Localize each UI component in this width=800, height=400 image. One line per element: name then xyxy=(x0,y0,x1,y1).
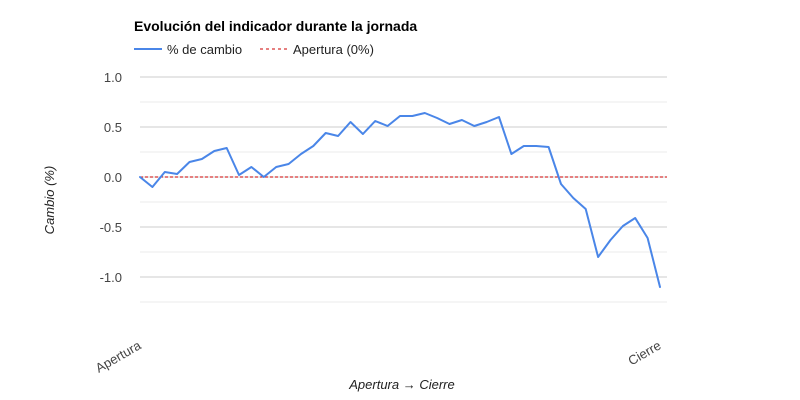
data-point xyxy=(249,165,253,169)
y-axis-title: Cambio (%) xyxy=(42,166,57,235)
legend-label-baseline: Apertura (0%) xyxy=(293,42,374,57)
y-tick-label: -1.0 xyxy=(100,270,122,285)
data-point xyxy=(559,182,563,186)
data-point xyxy=(423,111,427,115)
data-point xyxy=(138,175,142,179)
data-point xyxy=(621,224,625,228)
data-point xyxy=(522,144,526,148)
gridlines xyxy=(140,76,667,303)
y-tick-label: 1.0 xyxy=(104,70,122,85)
data-point xyxy=(646,236,650,240)
data-point xyxy=(163,170,167,174)
x-tick-label-start: Apertura xyxy=(93,337,144,375)
series-line xyxy=(139,112,661,288)
data-point xyxy=(497,115,501,119)
data-point xyxy=(274,165,278,169)
data-point xyxy=(509,152,513,156)
data-point xyxy=(534,144,538,148)
data-point xyxy=(435,116,439,120)
data-point xyxy=(448,122,452,126)
x-tick-label-end: Cierre xyxy=(625,338,663,369)
y-tick-label: 0.0 xyxy=(104,170,122,185)
data-point xyxy=(262,175,266,179)
y-tick-label: 0.5 xyxy=(104,120,122,135)
chart-title: Evolución del indicador durante la jorna… xyxy=(134,18,417,34)
data-point xyxy=(225,146,229,150)
data-point xyxy=(373,119,377,123)
data-point xyxy=(324,131,328,135)
data-point xyxy=(485,120,489,124)
data-point xyxy=(410,114,414,118)
data-point xyxy=(386,124,390,128)
data-point xyxy=(547,145,551,149)
data-point xyxy=(175,172,179,176)
legend: % de cambio Apertura (0%) xyxy=(134,42,374,57)
data-point xyxy=(584,207,588,211)
data-point xyxy=(188,160,192,164)
x-axis-title: Apertura → Cierre xyxy=(348,377,454,392)
data-point xyxy=(398,114,402,118)
data-point xyxy=(658,285,662,289)
data-point xyxy=(212,149,216,153)
series-points xyxy=(138,111,662,289)
data-point xyxy=(287,162,291,166)
legend-label-series: % de cambio xyxy=(167,42,242,57)
y-tick-label: -0.5 xyxy=(100,220,122,235)
data-point xyxy=(596,255,600,259)
data-point xyxy=(200,157,204,161)
data-point xyxy=(633,216,637,220)
data-point xyxy=(609,238,613,242)
data-point xyxy=(150,185,154,189)
data-point xyxy=(237,173,241,177)
data-point xyxy=(472,124,476,128)
data-point xyxy=(571,196,575,200)
data-point xyxy=(311,144,315,148)
data-point xyxy=(336,134,340,138)
data-point xyxy=(361,132,365,136)
y-axis-ticks: 1.0 0.5 0.0 -0.5 -1.0 xyxy=(100,70,122,285)
data-point xyxy=(460,118,464,122)
data-point xyxy=(299,152,303,156)
data-point xyxy=(349,120,353,124)
